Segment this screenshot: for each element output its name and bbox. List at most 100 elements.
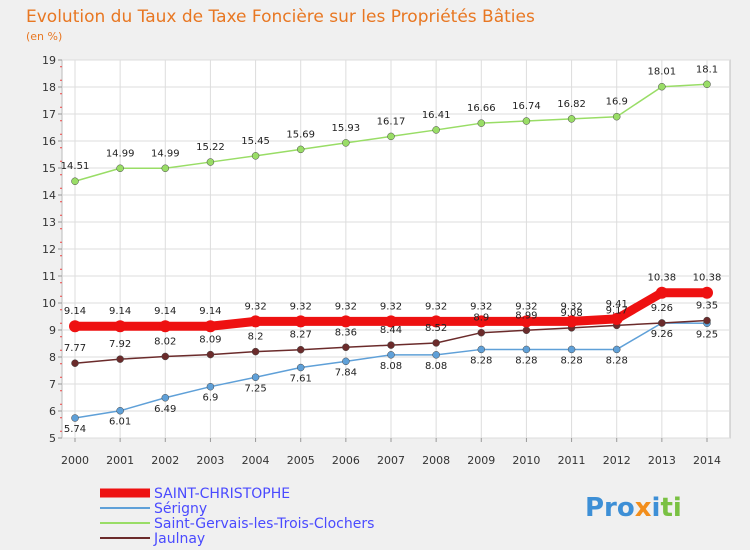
data-label-saint-gervais-les-trois-clochers: 15.69 — [286, 129, 315, 140]
point-serigny — [477, 345, 486, 354]
point-jaulnay — [432, 339, 440, 347]
data-label-serigny: 8.28 — [606, 355, 628, 366]
y-tick-label: 12 — [42, 243, 56, 256]
point-jaulnay — [296, 345, 305, 354]
x-tick-label: 2000 — [61, 454, 89, 467]
data-label-serigny: 8.08 — [425, 361, 447, 372]
data-label-jaulnay: 8.27 — [290, 330, 312, 341]
point-saint-gervais-les-trois-clochers — [387, 132, 395, 141]
point-jaulnay — [703, 316, 711, 325]
y-tick-label: 15 — [42, 162, 56, 175]
legend-entry: SAINT-CHRISTOPHE — [154, 486, 290, 502]
data-label-serigny: 9.25 — [696, 329, 718, 340]
data-label-serigny: 8.28 — [515, 355, 537, 366]
data-label-saint-christophe: 9.14 — [199, 306, 221, 317]
point-saint-christophe — [655, 286, 668, 299]
y-tick-label: 8 — [49, 351, 56, 364]
data-label-saint-christophe: 9.14 — [64, 306, 86, 317]
data-label-saint-gervais-les-trois-clochers: 16.66 — [467, 103, 496, 114]
point-saint-gervais-les-trois-clochers — [612, 112, 621, 121]
data-label-saint-gervais-les-trois-clochers: 18.01 — [648, 67, 677, 78]
data-label-jaulnay: 8.44 — [380, 325, 402, 336]
point-saint-gervais-les-trois-clochers — [116, 164, 124, 173]
y-tick-label: 13 — [42, 216, 56, 229]
point-jaulnay — [161, 352, 170, 361]
data-label-saint-gervais-les-trois-clochers: 15.45 — [241, 136, 270, 147]
point-serigny — [387, 351, 395, 359]
point-serigny — [296, 363, 305, 372]
point-saint-christophe — [565, 315, 578, 328]
data-label-serigny: 6.9 — [202, 393, 218, 404]
chart-title: Evolution du Taux de Taxe Foncière sur l… — [26, 7, 535, 27]
data-label-saint-christophe: 9.32 — [335, 301, 357, 312]
logo-part-3: i — [652, 493, 661, 523]
data-label-jaulnay: 9.17 — [606, 305, 628, 316]
data-label-saint-gervais-les-trois-clochers: 14.51 — [61, 161, 90, 172]
data-label-serigny: 7.84 — [335, 367, 357, 378]
point-jaulnay — [116, 355, 124, 363]
point-jaulnay — [477, 328, 486, 337]
point-serigny — [161, 394, 170, 402]
point-serigny — [71, 414, 79, 422]
point-saint-christophe — [294, 315, 307, 328]
data-label-saint-christophe: 9.14 — [109, 306, 131, 317]
data-label-jaulnay: 9.08 — [560, 308, 582, 319]
point-saint-gervais-les-trois-clochers — [206, 158, 215, 166]
data-label-saint-christophe: 9.32 — [560, 301, 582, 312]
x-tick-label: 2006 — [332, 454, 360, 467]
y-tick-label: 14 — [42, 189, 56, 202]
point-saint-gervais-les-trois-clochers — [567, 115, 576, 123]
data-label-saint-gervais-les-trois-clochers: 15.22 — [196, 142, 225, 153]
logo-part-4: ti — [660, 493, 681, 523]
data-label-saint-gervais-les-trois-clochers: 15.93 — [332, 123, 361, 134]
data-label-serigny: 5.74 — [64, 424, 86, 435]
y-tick-label: 10 — [42, 297, 56, 310]
logo-part-2: x — [635, 493, 652, 523]
data-label-serigny: 8.28 — [470, 355, 492, 366]
x-tick-label: 2012 — [603, 454, 631, 467]
x-tick-label: 2010 — [512, 454, 540, 467]
point-saint-gervais-les-trois-clochers — [703, 80, 711, 89]
point-serigny — [251, 373, 260, 381]
point-saint-gervais-les-trois-clochers — [296, 145, 305, 154]
data-label-jaulnay: 7.92 — [109, 339, 131, 350]
point-jaulnay — [206, 350, 215, 359]
data-label-saint-gervais-les-trois-clochers: 18.1 — [696, 64, 718, 75]
data-label-saint-christophe: 9.32 — [425, 301, 447, 312]
y-tick-label: 16 — [42, 135, 56, 148]
point-saint-christophe — [430, 315, 443, 328]
point-saint-gervais-les-trois-clochers — [251, 152, 260, 160]
data-label-saint-christophe: 9.32 — [515, 301, 537, 312]
point-serigny — [342, 357, 350, 366]
legend-entry: Jaulnay — [153, 531, 205, 547]
data-label-jaulnay: 7.77 — [64, 343, 86, 354]
proxiti-logo: Proxiti — [585, 493, 682, 523]
point-saint-christophe — [701, 286, 713, 299]
x-tick-label: 2007 — [377, 454, 405, 467]
point-saint-christophe — [475, 315, 488, 328]
x-tick-label: 2001 — [106, 454, 134, 467]
data-label-serigny: 7.25 — [244, 383, 266, 394]
y-tick-label: 17 — [42, 108, 56, 121]
x-tick-label: 2008 — [422, 454, 450, 467]
point-serigny — [116, 406, 124, 415]
point-saint-gervais-les-trois-clochers — [161, 164, 170, 173]
y-tick-label: 6 — [49, 405, 56, 418]
data-label-serigny: 6.01 — [109, 417, 131, 428]
data-label-saint-gervais-les-trois-clochers: 16.17 — [377, 116, 406, 127]
y-axis: 5 6 7 8 9 10 11 12 13 14 15 16 17 18 19 — [42, 54, 62, 445]
point-saint-gervais-les-trois-clochers — [432, 126, 440, 134]
data-label-saint-christophe: 9.32 — [290, 301, 312, 312]
point-jaulnay — [251, 347, 260, 356]
data-label-saint-gervais-les-trois-clochers: 16.74 — [512, 101, 541, 112]
data-label-jaulnay: 9.26 — [651, 303, 673, 314]
point-jaulnay — [658, 319, 666, 327]
legend-entry: Saint-Gervais-les-Trois-Clochers — [154, 516, 374, 532]
point-jaulnay — [342, 343, 350, 352]
point-saint-christophe — [69, 320, 81, 333]
point-saint-gervais-les-trois-clochers — [342, 139, 350, 147]
data-label-serigny: 9.26 — [651, 329, 673, 340]
series-lines — [69, 80, 713, 422]
legend: SAINT-CHRISTOPHESérignySaint-Gervais-les… — [100, 486, 374, 547]
